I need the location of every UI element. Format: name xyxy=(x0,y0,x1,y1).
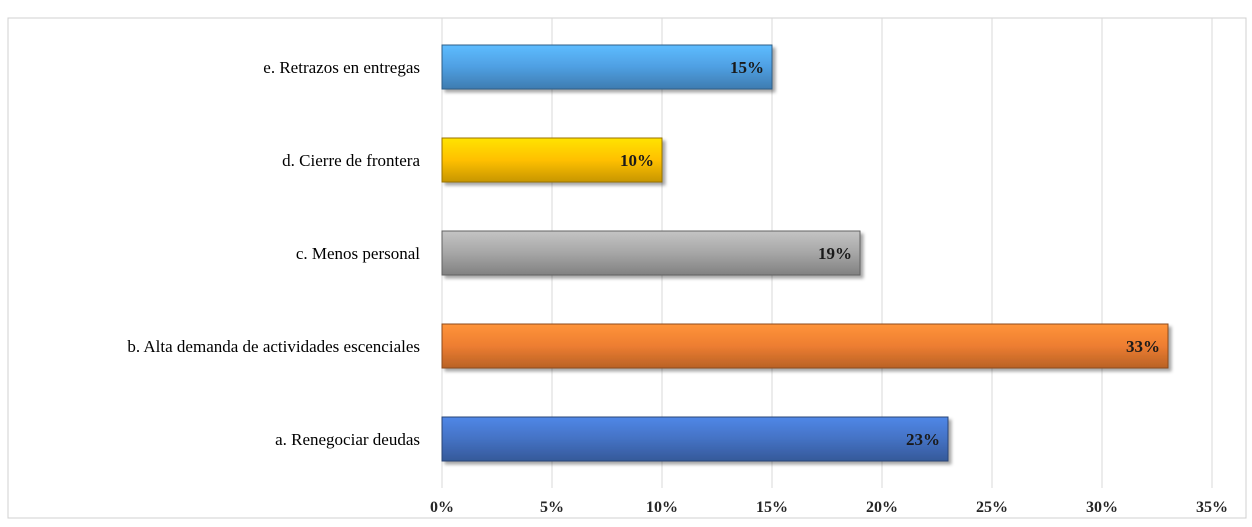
bar xyxy=(441,230,861,276)
bar-value-label: 10% xyxy=(620,151,654,170)
category-label: e. Retrazos en entregas xyxy=(263,58,420,77)
x-tick-label: 15% xyxy=(756,499,788,516)
bar xyxy=(441,323,1169,369)
bar-value-label: 33% xyxy=(1126,337,1160,356)
category-label: c. Menos personal xyxy=(296,244,420,263)
x-tick-label: 35% xyxy=(1196,499,1228,516)
x-tick-label: 30% xyxy=(1086,499,1118,516)
category-labels: e. Retrazos en entregas d. Cierre de fron… xyxy=(127,58,420,449)
bars-group: 15% 10% 19% 33% 23% xyxy=(441,44,1169,462)
gridlines xyxy=(441,18,1213,488)
x-tick-label: 25% xyxy=(976,499,1008,516)
category-label: d. Cierre de frontera xyxy=(282,151,420,170)
x-tick-label: 5% xyxy=(540,499,564,516)
chart-title xyxy=(0,0,1252,14)
bar-value-label: 19% xyxy=(818,244,852,263)
bar xyxy=(441,137,663,183)
category-label: b. Alta demanda de actividades escencial… xyxy=(127,337,420,356)
x-tick-label: 0% xyxy=(430,499,454,516)
plot-frame xyxy=(7,17,1247,519)
x-axis-ticks: 0% 5% 10% 15% 20% 25% 30% 35% xyxy=(430,499,1228,516)
x-tick-label: 20% xyxy=(866,499,898,516)
bar-value-label: 15% xyxy=(730,58,764,77)
category-label: a. Renegociar deudas xyxy=(275,430,420,449)
bar xyxy=(441,416,949,462)
x-tick-label: 10% xyxy=(646,499,678,516)
bar-value-label: 23% xyxy=(906,430,940,449)
bar xyxy=(441,44,773,90)
